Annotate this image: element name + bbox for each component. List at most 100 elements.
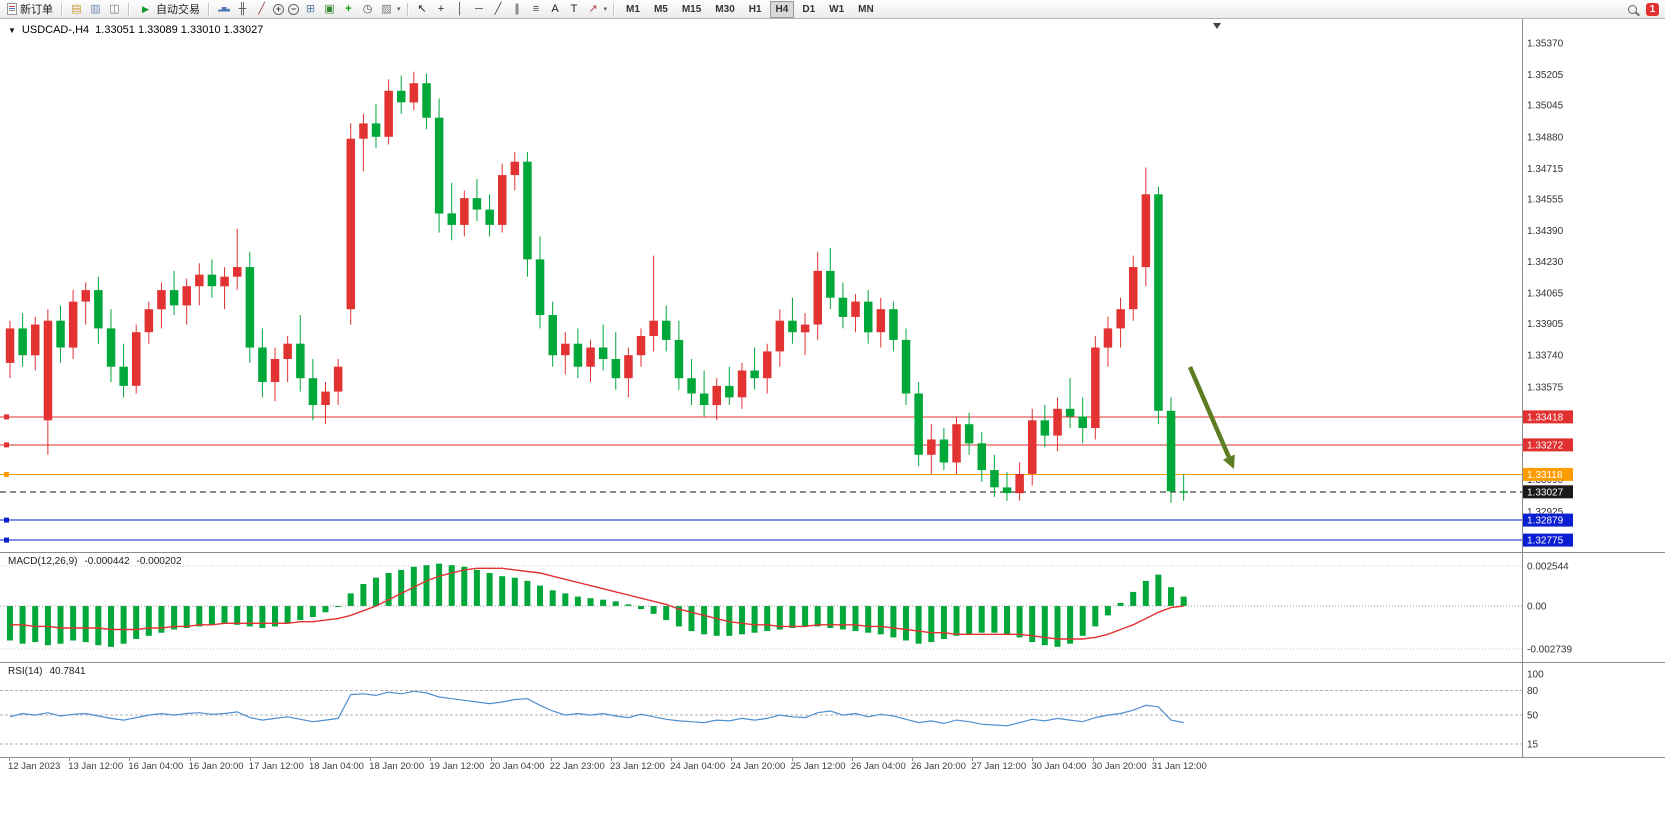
horizontal-line-icon[interactable]: ─ bbox=[470, 1, 489, 18]
label-icon[interactable]: T bbox=[565, 1, 584, 18]
new-order-icon bbox=[7, 3, 17, 15]
candlestick-chart-icon[interactable]: ╫ bbox=[233, 1, 252, 18]
chart-shift-marker-icon[interactable] bbox=[1213, 23, 1221, 29]
market-watch-icon[interactable]: ▤ bbox=[67, 1, 86, 18]
timeframe-M30[interactable]: M30 bbox=[709, 1, 740, 18]
time-tick bbox=[9, 758, 10, 761]
time-tick bbox=[249, 758, 251, 761]
time-tick bbox=[370, 758, 372, 761]
rsi-indicator-title: RSI(14) 40.7841 bbox=[8, 666, 86, 677]
timeframe-M1[interactable]: M1 bbox=[620, 1, 646, 18]
auto-trading-icon: ▶ bbox=[142, 3, 149, 14]
time-axis-label: 27 Jan 12:00 bbox=[971, 761, 1027, 772]
equidistant-channel-icon[interactable]: ∥ bbox=[508, 1, 527, 18]
time-axis[interactable]: 12 Jan 2023 13 Jan 12:00 16 Jan 04:00 16 Ja… bbox=[0, 758, 1665, 775]
auto-trading-label: 自动交易 bbox=[156, 4, 200, 16]
symbol-period-label: USDCAD-,H4 bbox=[21, 24, 90, 36]
time-tick bbox=[550, 758, 552, 761]
new-order-button[interactable]: 新订单 bbox=[3, 1, 57, 18]
timeframe-H4[interactable]: H4 bbox=[769, 0, 795, 18]
timeframe-D1[interactable]: D1 bbox=[796, 1, 821, 18]
toolbar-separator bbox=[128, 2, 130, 16]
svg-text:80: 80 bbox=[1527, 686, 1539, 697]
main-toolbar: 新订单 ▤ ▥ ◫ ▶ 自动交易 ▂▅▃ ╫ ╱ + − ⊞ ▣ + ◷ ▨ ▾ ↖ + │ ─ ╱ ∥ ≡ A T ↗ ▾… bbox=[0, 0, 1665, 19]
time-axis-label: 30 Jan 04:00 bbox=[1031, 761, 1087, 772]
text-icon[interactable]: A bbox=[546, 1, 565, 18]
rsi-value: 40.7841 bbox=[49, 666, 86, 677]
zoom-out-icon[interactable]: − bbox=[286, 1, 301, 18]
zoom-in-icon[interactable]: + bbox=[271, 1, 286, 18]
templates-icon[interactable]: ▨ ▾ bbox=[377, 1, 403, 18]
macd-indicator-title: MACD(12,26,9) -0.000442 -0.000202 bbox=[8, 556, 182, 567]
bars-chart-icon[interactable]: ▂▅▃ bbox=[214, 1, 233, 18]
chart-dropdown-icon: ▼ bbox=[8, 25, 16, 35]
svg-text:1.33027: 1.33027 bbox=[1527, 487, 1564, 498]
periods-icon[interactable]: ◷ bbox=[358, 1, 377, 18]
time-axis-label: 26 Jan 04:00 bbox=[850, 761, 906, 772]
time-axis-label: 13 Jan 12:00 bbox=[68, 761, 124, 772]
svg-text:1.35045: 1.35045 bbox=[1527, 101, 1564, 112]
time-tick bbox=[430, 758, 432, 761]
time-tick bbox=[851, 758, 853, 761]
svg-text:1.34880: 1.34880 bbox=[1527, 132, 1564, 143]
svg-text:1.33118: 1.33118 bbox=[1527, 470, 1563, 481]
svg-text:1.34230: 1.34230 bbox=[1527, 257, 1564, 268]
time-tick bbox=[1152, 758, 1154, 761]
time-tick bbox=[912, 758, 913, 761]
notification-badge[interactable]: 1 bbox=[1646, 2, 1659, 16]
data-window-icon[interactable]: ▥ bbox=[86, 1, 105, 18]
candlesticks bbox=[5, 71, 1188, 503]
svg-text:1.34390: 1.34390 bbox=[1527, 226, 1564, 237]
crosshair-icon[interactable]: + bbox=[432, 1, 451, 18]
status-bar bbox=[0, 775, 1665, 831]
svg-text:0.002544: 0.002544 bbox=[1527, 562, 1569, 573]
timeframe-W1[interactable]: W1 bbox=[823, 1, 850, 18]
search-icon[interactable] bbox=[1626, 1, 1639, 18]
svg-text:1.34555: 1.34555 bbox=[1527, 195, 1564, 206]
time-tick bbox=[69, 758, 71, 761]
auto-trading-button[interactable]: ▶ 自动交易 bbox=[134, 1, 204, 18]
timeframe-M5[interactable]: M5 bbox=[648, 1, 674, 18]
down-arrow-annotation[interactable] bbox=[1187, 366, 1235, 469]
timeframe-toolbar: M1 M5 M15 M30 H1 H4 D1 W1 MN bbox=[619, 0, 881, 18]
chart-canvas[interactable]: 1.35370 1.35205 1.35045 1.34880 1.34715 1.345… bbox=[0, 19, 1665, 758]
chart-title: ▼ USDCAD-,H4 1.33051 1.33089 1.33010 1.3… bbox=[8, 24, 263, 36]
time-axis-label: 16 Jan 04:00 bbox=[128, 761, 184, 772]
indicators-icon[interactable]: + bbox=[339, 1, 358, 18]
tile-windows-icon[interactable]: ⊞ bbox=[301, 1, 320, 18]
dropdown-arrow-icon: ▾ bbox=[397, 6, 401, 13]
time-tick bbox=[1032, 758, 1034, 761]
timeframe-MN[interactable]: MN bbox=[852, 1, 880, 18]
toolbar-separator bbox=[61, 2, 63, 16]
time-axis-label: 31 Jan 12:00 bbox=[1151, 761, 1207, 772]
time-tick bbox=[731, 758, 733, 761]
time-tick bbox=[310, 758, 311, 761]
time-tick bbox=[611, 758, 612, 761]
timeframe-M15[interactable]: M15 bbox=[676, 1, 707, 18]
vertical-line-icon[interactable]: │ bbox=[451, 1, 470, 18]
horizontal-lines[interactable] bbox=[0, 414, 1522, 543]
new-chart-icon[interactable]: ▣ bbox=[320, 1, 339, 18]
ohlc-values: 1.33051 1.33089 1.33010 1.33027 bbox=[95, 24, 264, 36]
toolbar-separator bbox=[406, 2, 409, 16]
time-tick bbox=[671, 758, 673, 761]
svg-text:1.33272: 1.33272 bbox=[1527, 440, 1564, 451]
line-chart-icon[interactable]: ╱ bbox=[252, 1, 271, 18]
svg-text:1.32925: 1.32925 bbox=[1527, 507, 1564, 518]
arrows-icon[interactable]: ↗ ▾ bbox=[584, 1, 610, 18]
time-tick bbox=[972, 758, 974, 761]
timeframe-H1[interactable]: H1 bbox=[743, 1, 768, 18]
macd-signal-line bbox=[10, 567, 1184, 640]
svg-text:1.34065: 1.34065 bbox=[1527, 288, 1564, 299]
svg-text:15: 15 bbox=[1527, 740, 1539, 751]
time-axis-label: 20 Jan 04:00 bbox=[489, 761, 545, 772]
cursor-icon[interactable]: ↖ bbox=[413, 1, 432, 18]
new-order-label: 新订单 bbox=[20, 4, 53, 16]
time-tick bbox=[791, 758, 793, 761]
toolbar-separator bbox=[613, 2, 616, 16]
fibonacci-icon[interactable]: ≡ bbox=[527, 1, 546, 18]
time-tick bbox=[129, 758, 131, 761]
trendline-icon[interactable]: ╱ bbox=[489, 1, 508, 18]
navigator-icon[interactable]: ◫ bbox=[105, 1, 124, 18]
